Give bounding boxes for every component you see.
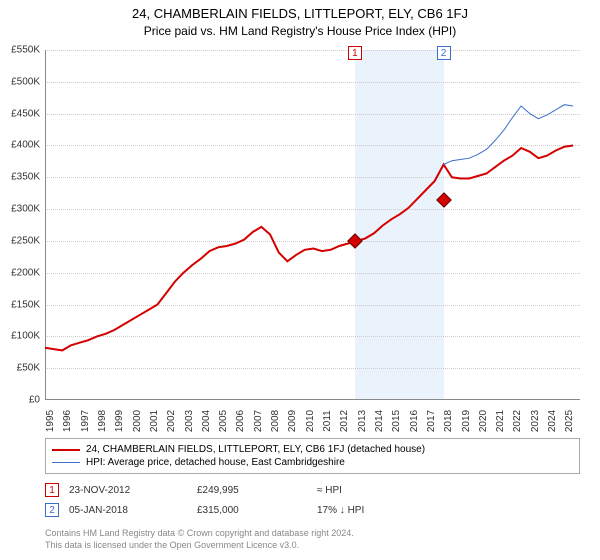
sale-date: 05-JAN-2018 bbox=[69, 505, 187, 516]
series-line-hpi bbox=[444, 105, 573, 165]
legend: 24, CHAMBERLAIN FIELDS, LITTLEPORT, ELY,… bbox=[45, 438, 580, 474]
x-axis-label: 1998 bbox=[97, 410, 108, 432]
y-axis-label: £300K bbox=[0, 204, 40, 215]
legend-item-hpi: HPI: Average price, detached house, East… bbox=[52, 456, 573, 469]
plot-area: 12 £0£50K£100K£150K£200K£250K£300K£350K£… bbox=[45, 50, 580, 400]
sale-vs-hpi: 17% ↓ HPI bbox=[317, 505, 364, 516]
flag-icon: 1 bbox=[348, 46, 362, 60]
x-axis-label: 2021 bbox=[495, 410, 506, 432]
x-axis-label: 2002 bbox=[166, 410, 177, 432]
x-axis-label: 2017 bbox=[426, 410, 437, 432]
x-axis-label: 2016 bbox=[409, 410, 420, 432]
x-axis-label: 2013 bbox=[357, 410, 368, 432]
x-axis-label: 2005 bbox=[218, 410, 229, 432]
y-axis-label: £0 bbox=[0, 395, 40, 406]
sale-flag-icon: 1 bbox=[45, 483, 59, 497]
legend-item-subject: 24, CHAMBERLAIN FIELDS, LITTLEPORT, ELY,… bbox=[52, 443, 573, 456]
x-axis-label: 2024 bbox=[547, 410, 558, 432]
y-axis-label: £550K bbox=[0, 45, 40, 56]
sale-date: 23-NOV-2012 bbox=[69, 485, 187, 496]
sale-flag-icon: 2 bbox=[45, 503, 59, 517]
sale-row-2: 2 05-JAN-2018 £315,000 17% ↓ HPI bbox=[45, 503, 580, 517]
x-axis-label: 2018 bbox=[443, 410, 454, 432]
y-axis-label: £200K bbox=[0, 267, 40, 278]
flag-icon: 2 bbox=[437, 46, 451, 60]
x-axis-label: 2006 bbox=[235, 410, 246, 432]
x-axis-label: 2007 bbox=[253, 410, 264, 432]
x-axis-label: 2023 bbox=[530, 410, 541, 432]
sale-row-1: 1 23-NOV-2012 £249,995 ≈ HPI bbox=[45, 483, 580, 497]
x-axis-label: 2000 bbox=[132, 410, 143, 432]
x-axis-label: 1997 bbox=[80, 410, 91, 432]
y-axis-label: £50K bbox=[0, 363, 40, 374]
x-axis-label: 2011 bbox=[322, 410, 333, 432]
x-axis-label: 2015 bbox=[391, 410, 402, 432]
sale-price: £315,000 bbox=[197, 505, 307, 516]
x-axis-label: 2009 bbox=[287, 410, 298, 432]
x-axis-label: 2003 bbox=[184, 410, 195, 432]
x-axis-label: 1999 bbox=[114, 410, 125, 432]
x-axis-label: 2010 bbox=[305, 410, 316, 432]
x-axis-label: 2025 bbox=[564, 410, 575, 432]
x-axis-label: 1996 bbox=[62, 410, 73, 432]
series-line-subject bbox=[45, 146, 573, 351]
sale-vs-hpi: ≈ HPI bbox=[317, 485, 342, 496]
x-axis-label: 2001 bbox=[149, 410, 160, 432]
legend-label: HPI: Average price, detached house, East… bbox=[86, 457, 345, 468]
y-axis-label: £150K bbox=[0, 299, 40, 310]
chart-subtitle: Price paid vs. HM Land Registry's House … bbox=[0, 24, 600, 38]
x-axis-label: 2019 bbox=[461, 410, 472, 432]
x-axis-label: 1995 bbox=[45, 410, 56, 432]
chart-title: 24, CHAMBERLAIN FIELDS, LITTLEPORT, ELY,… bbox=[0, 6, 600, 21]
y-axis-label: £500K bbox=[0, 76, 40, 87]
footer-line-1: Contains HM Land Registry data © Crown c… bbox=[45, 528, 580, 539]
x-axis-label: 2008 bbox=[270, 410, 281, 432]
x-axis-label: 2004 bbox=[201, 410, 212, 432]
x-axis-label: 2020 bbox=[478, 410, 489, 432]
y-axis-label: £400K bbox=[0, 140, 40, 151]
sale-price: £249,995 bbox=[197, 485, 307, 496]
footer-line-2: This data is licensed under the Open Gov… bbox=[45, 540, 580, 551]
y-axis-label: £450K bbox=[0, 108, 40, 119]
legend-swatch bbox=[52, 449, 80, 451]
x-axis-label: 2012 bbox=[339, 410, 350, 432]
y-axis-label: £250K bbox=[0, 235, 40, 246]
legend-label: 24, CHAMBERLAIN FIELDS, LITTLEPORT, ELY,… bbox=[86, 444, 425, 455]
chart-lines bbox=[45, 50, 580, 400]
y-axis-label: £350K bbox=[0, 172, 40, 183]
legend-swatch bbox=[52, 462, 80, 463]
chart-container: 24, CHAMBERLAIN FIELDS, LITTLEPORT, ELY,… bbox=[0, 0, 600, 560]
x-axis-label: 2014 bbox=[374, 410, 385, 432]
x-axis-label: 2022 bbox=[512, 410, 523, 432]
y-axis-label: £100K bbox=[0, 331, 40, 342]
